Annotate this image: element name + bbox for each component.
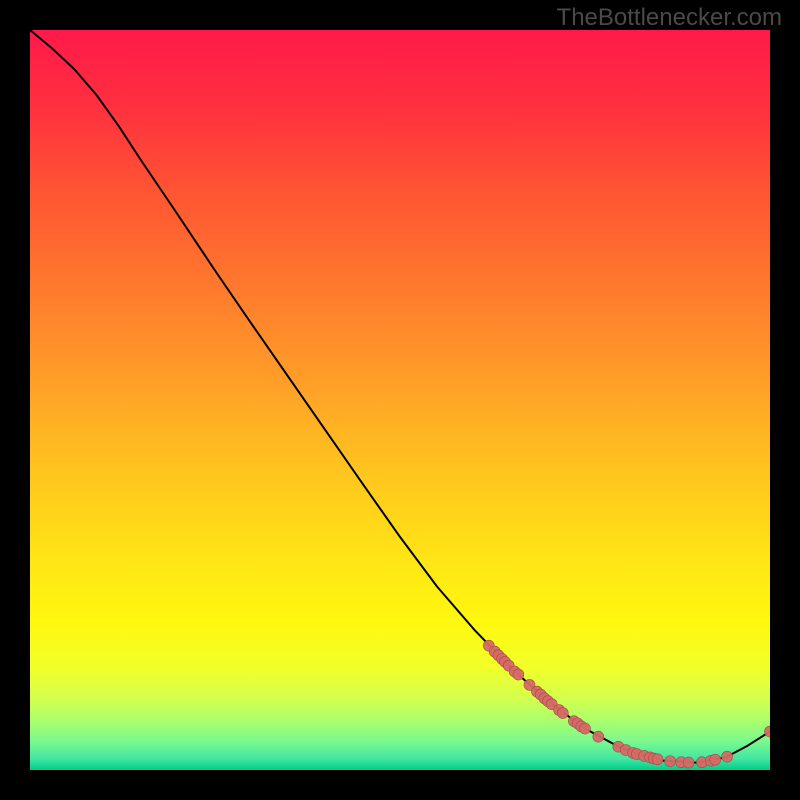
data-marker <box>722 751 733 762</box>
data-marker <box>593 731 604 742</box>
data-marker <box>665 756 676 767</box>
data-marker <box>683 757 694 768</box>
data-marker <box>557 708 568 719</box>
marker-layer <box>483 640 770 768</box>
data-marker <box>652 754 663 765</box>
data-marker <box>580 723 591 734</box>
data-marker <box>513 669 524 680</box>
curve-layer <box>30 30 770 770</box>
bottleneck-curve <box>30 30 770 763</box>
chart-root: TheBottlenecker.com <box>0 0 800 800</box>
data-marker <box>710 754 721 765</box>
plot-area <box>30 30 770 770</box>
attribution-text: TheBottlenecker.com <box>557 4 782 32</box>
